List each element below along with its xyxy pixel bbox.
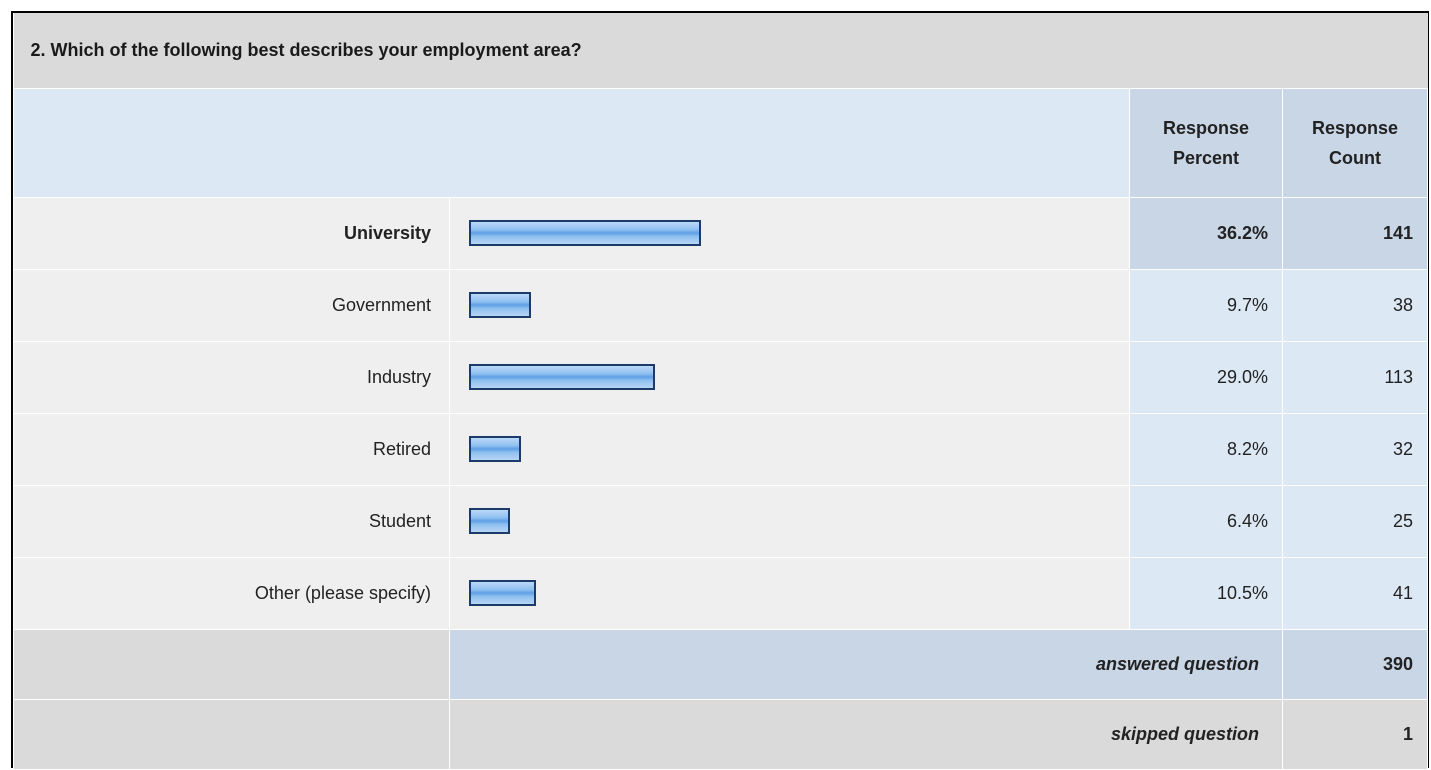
- skipped-question-label: skipped question: [449, 698, 1283, 770]
- response-count: 41: [1281, 556, 1429, 630]
- response-bar: [469, 508, 510, 534]
- response-count: 25: [1281, 484, 1429, 558]
- response-percent: 9.7%: [1129, 268, 1283, 342]
- results-table: 2. Which of the following best describes…: [13, 13, 1429, 770]
- response-count-header-line2: Count: [1329, 147, 1382, 168]
- survey-results-panel: 2. Which of the following best describes…: [11, 11, 1429, 770]
- response-count: 32: [1281, 412, 1429, 486]
- response-percent-header-line1: Response: [1162, 117, 1250, 138]
- bar-cell: [449, 412, 1130, 486]
- answer-label: Industry: [13, 340, 450, 414]
- response-bar: [469, 580, 536, 606]
- answer-row: Industry 29.0% 113: [13, 340, 1429, 414]
- response-percent: 10.5%: [1129, 556, 1283, 630]
- bar-cell: [449, 268, 1130, 342]
- response-percent-header-line2: Percent: [1172, 147, 1240, 168]
- answer-label: University: [13, 196, 450, 270]
- header-blank: [13, 87, 1130, 198]
- bar-cell: [449, 196, 1130, 270]
- answer-row: University 36.2% 141: [13, 196, 1429, 270]
- bar-cell: [449, 340, 1130, 414]
- response-percent: 6.4%: [1129, 484, 1283, 558]
- answer-rows: University 36.2% 141 Government 9.7% 38 Indust…: [13, 196, 1429, 630]
- bar-cell: [449, 484, 1130, 558]
- response-percent-header: Response Percent: [1129, 87, 1283, 198]
- answered-question-label: answered question: [449, 628, 1283, 700]
- response-count-header: Response Count: [1281, 87, 1429, 198]
- response-percent: 36.2%: [1129, 196, 1283, 270]
- skipped-question-value: 1: [1281, 698, 1429, 770]
- answered-question-value: 390: [1281, 628, 1429, 700]
- summary-blank: [13, 628, 450, 700]
- response-bar: [469, 220, 701, 246]
- answer-label: Government: [13, 268, 450, 342]
- response-bar: [469, 436, 521, 462]
- question-title: 2. Which of the following best describes…: [13, 13, 1428, 89]
- answer-label: Other (please specify): [13, 556, 450, 630]
- answer-row: Government 9.7% 38: [13, 268, 1429, 342]
- response-count-header-line1: Response: [1312, 117, 1399, 138]
- response-percent: 8.2%: [1129, 412, 1283, 486]
- response-count: 38: [1281, 268, 1429, 342]
- answer-row: Other (please specify) 10.5% 41: [13, 556, 1429, 630]
- response-percent: 29.0%: [1129, 340, 1283, 414]
- response-count: 113: [1281, 340, 1429, 414]
- response-bar: [469, 292, 531, 318]
- response-bar: [469, 364, 655, 390]
- answer-row: Student 6.4% 25: [13, 484, 1429, 558]
- answer-label: Retired: [13, 412, 450, 486]
- response-count: 141: [1281, 196, 1429, 270]
- answer-label: Student: [13, 484, 450, 558]
- summary-blank-2: [13, 698, 450, 770]
- answer-row: Retired 8.2% 32: [13, 412, 1429, 486]
- bar-cell: [449, 556, 1130, 630]
